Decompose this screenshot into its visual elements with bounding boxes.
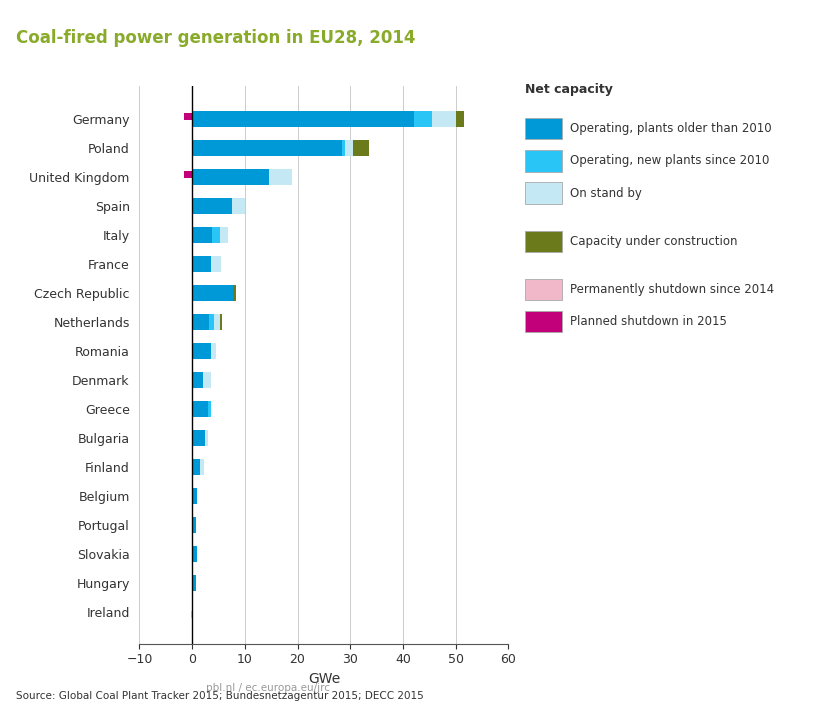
Text: Coal-fired power generation in EU28, 2014: Coal-fired power generation in EU28, 201…: [16, 29, 415, 46]
Bar: [455, 111, 463, 127]
Bar: [192, 430, 205, 446]
Bar: [184, 113, 192, 120]
X-axis label: GWe: GWe: [307, 672, 340, 686]
Bar: [202, 373, 210, 388]
Bar: [208, 401, 210, 417]
Bar: [210, 343, 215, 359]
Text: Operating, plants older than 2010: Operating, plants older than 2010: [569, 122, 771, 135]
Bar: [184, 171, 192, 178]
Bar: [192, 285, 233, 301]
Bar: [192, 227, 212, 243]
Bar: [192, 111, 413, 127]
Bar: [192, 169, 269, 185]
Bar: [192, 401, 208, 417]
Bar: [413, 111, 432, 127]
Bar: [345, 140, 352, 156]
Text: Source: Global Coal Plant Tracker 2015; Bundesnetzagentur 2015; DECC 2015: Source: Global Coal Plant Tracker 2015; …: [16, 691, 423, 701]
Bar: [190, 611, 192, 618]
Text: Net capacity: Net capacity: [524, 83, 612, 96]
Bar: [352, 140, 369, 156]
Text: On stand by: On stand by: [569, 187, 641, 199]
Text: Planned shutdown in 2015: Planned shutdown in 2015: [569, 315, 726, 328]
Bar: [192, 546, 197, 562]
Text: Capacity under construction: Capacity under construction: [569, 235, 736, 248]
Bar: [233, 285, 236, 301]
Bar: [192, 488, 197, 504]
Bar: [192, 314, 209, 330]
Bar: [342, 140, 345, 156]
Bar: [212, 227, 219, 243]
Bar: [192, 517, 196, 533]
Bar: [192, 140, 342, 156]
Bar: [209, 314, 214, 330]
Bar: [192, 343, 210, 359]
Bar: [192, 575, 196, 591]
Bar: [192, 373, 202, 388]
Text: Operating, new plants since 2010: Operating, new plants since 2010: [569, 154, 768, 167]
Bar: [205, 430, 208, 446]
Text: Permanently shutdown since 2014: Permanently shutdown since 2014: [569, 283, 773, 296]
Bar: [219, 314, 222, 330]
Bar: [192, 459, 200, 475]
Bar: [432, 111, 455, 127]
Bar: [200, 459, 204, 475]
Text: pbl.nl / ec.europa.eu/jrc: pbl.nl / ec.europa.eu/jrc: [206, 683, 329, 693]
Bar: [192, 198, 231, 214]
Bar: [231, 198, 245, 214]
Bar: [192, 256, 210, 272]
Bar: [269, 169, 292, 185]
Bar: [214, 314, 219, 330]
Bar: [219, 227, 228, 243]
Bar: [210, 256, 221, 272]
